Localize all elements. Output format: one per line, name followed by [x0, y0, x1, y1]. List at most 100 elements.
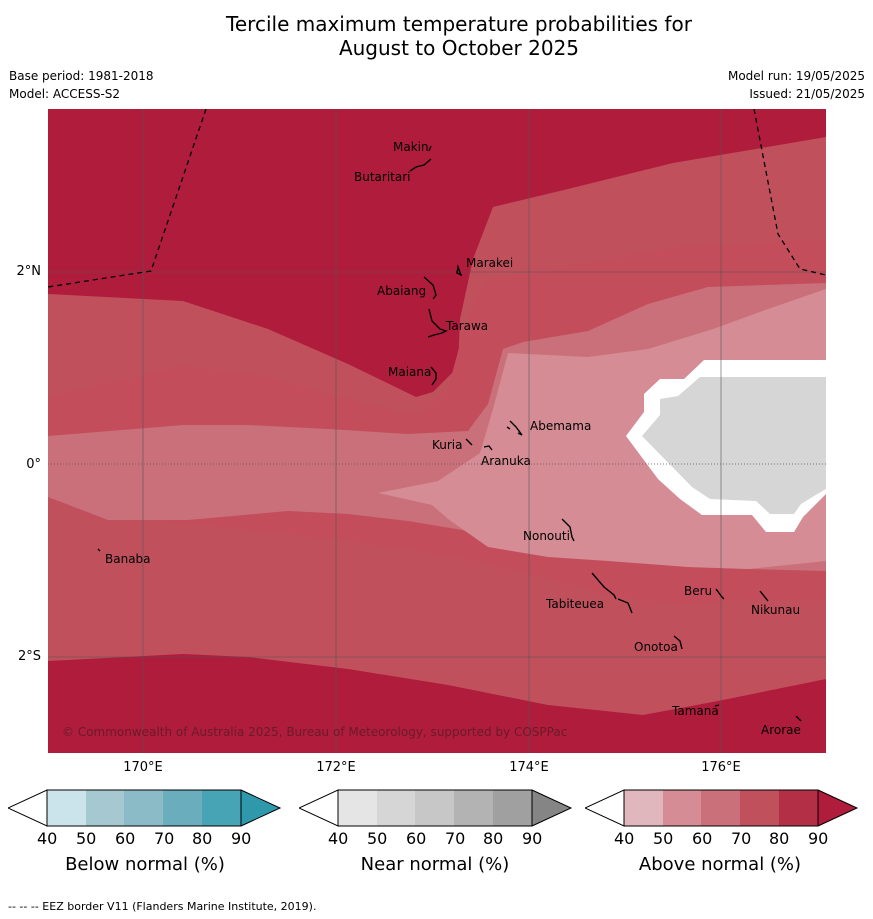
label-tarawa: Tarawa: [445, 319, 488, 333]
graticule: [48, 109, 826, 753]
tick: 80: [483, 829, 504, 848]
lat-label-equator: 0°: [26, 457, 41, 472]
tabiteuea-shape-b: [617, 598, 633, 614]
title-line-2: August to October 2025: [338, 36, 580, 60]
tick: 90: [808, 829, 829, 848]
colorbar-near-title: Near normal (%): [360, 854, 510, 875]
tick: 50: [76, 829, 97, 848]
abemama-islet: [506, 426, 511, 430]
label-abaiang: Abaiang: [377, 284, 426, 298]
lon-label-170e: 170°E: [123, 760, 163, 775]
colorbar-above-title: Above normal (%): [638, 854, 802, 875]
lon-label-174e: 174°E: [509, 760, 549, 775]
colorbar-above-swatch-2: [663, 790, 701, 826]
tamana-shape: [714, 704, 720, 707]
butaritari-shape: [409, 158, 432, 172]
model-run: Model run: 19/05/2025: [727, 69, 865, 83]
colorbar-above-low-extend: [585, 789, 625, 827]
colorbar-below-high-extend: [241, 790, 280, 826]
eez-footnote: -- -- -- EEZ border V11 (Flanders Marine…: [8, 900, 317, 913]
colorbar-near-svg: [299, 789, 573, 827]
tick: 80: [192, 829, 213, 848]
maiana-shape: [430, 366, 437, 386]
map-svg: Makin Butaritari Marakei Abaiang Tarawa …: [48, 109, 826, 753]
label-onotoa: Onotoa: [634, 640, 678, 654]
tick: 80: [769, 829, 790, 848]
label-butaritari: Butaritari: [354, 170, 411, 184]
label-marakei: Marakei: [466, 256, 513, 270]
label-aranuka: Aranuka: [481, 454, 531, 468]
colorbar-above-swatch-5: [779, 790, 818, 826]
base-period: Base period: 1981-2018: [9, 69, 154, 83]
tick: 90: [231, 829, 252, 848]
label-tabiteuea: Tabiteuea: [545, 597, 604, 611]
label-makin: Makin: [393, 140, 429, 154]
makin-shape: [428, 145, 432, 152]
nikunau-shape: [759, 590, 769, 602]
tick: 40: [614, 829, 635, 848]
tarawa-shape: [427, 308, 448, 338]
label-beru: Beru: [684, 584, 712, 598]
colorbar-near-low-extend: [299, 789, 339, 827]
colorbar-below-title: Below normal (%): [65, 854, 225, 875]
map-title: Tercile maximum temperature probabilitie…: [0, 12, 873, 60]
kuria-shape: [465, 438, 473, 446]
colorbar-below-swatch-1: [47, 790, 86, 826]
nonouti-shape: [561, 518, 575, 542]
tick: 90: [522, 829, 543, 848]
tick: 50: [367, 829, 388, 848]
label-nonouti: Nonouti: [523, 529, 570, 543]
model-name: Model: ACCESS-S2: [9, 87, 121, 101]
tick: 50: [653, 829, 674, 848]
colorbar-below-swatch-5: [202, 790, 241, 826]
colorbar-above-swatch-4: [740, 790, 779, 826]
tick: 60: [115, 829, 136, 848]
colorbar-below-swatch-4: [163, 790, 202, 826]
colorbar-below-swatch-3: [124, 790, 163, 826]
abaiang-shape: [423, 276, 437, 300]
beru-shape: [715, 588, 725, 600]
lat-label-2s: 2°S: [17, 649, 41, 664]
lon-label-172e: 172°E: [316, 760, 356, 775]
label-tamana: Tamana: [671, 704, 719, 718]
tick: 40: [37, 829, 58, 848]
issued-date: Issued: 21/05/2025: [749, 87, 865, 101]
label-banaba: Banaba: [105, 552, 151, 566]
colorbar-above-swatch-1: [624, 790, 663, 826]
colorbar-near-swatch-4: [454, 790, 493, 826]
tick: 70: [731, 829, 752, 848]
marakei-shape: [456, 264, 463, 277]
label-arorae: Arorae: [761, 723, 801, 737]
lat-label-2n: 2°N: [16, 264, 42, 279]
colorbar-above-high-extend: [818, 790, 857, 826]
aranuka-shape: [483, 445, 493, 451]
colorbar-below-swatch-2: [86, 790, 124, 826]
banaba-shape: [97, 548, 101, 552]
meta-right: Model run: 19/05/2025 Issued: 21/05/2025: [728, 67, 865, 103]
colorbar-above-swatch-3: [701, 790, 740, 826]
label-maiana: Maiana: [388, 365, 431, 379]
island-shapes: [97, 145, 802, 722]
tick: 60: [692, 829, 713, 848]
colorbar-near-swatch-5: [493, 790, 532, 826]
title-line-1: Tercile maximum temperature probabilitie…: [226, 12, 692, 36]
lon-label-176e: 176°E: [701, 760, 741, 775]
colorbar-near-high-extend: [532, 790, 571, 826]
tick: 70: [445, 829, 466, 848]
colorbar-above-svg: [585, 789, 859, 827]
band-near-50: [642, 377, 826, 514]
colorbar-below-svg: [8, 789, 282, 827]
tabiteuea-shape-a: [591, 572, 617, 600]
probability-map: Makin Butaritari Marakei Abaiang Tarawa …: [48, 109, 826, 753]
colorbar-near-swatch-3: [415, 790, 454, 826]
tick: 40: [328, 829, 349, 848]
onotoa-shape: [673, 635, 683, 650]
eez-border: [48, 109, 826, 288]
abemama-shape: [509, 420, 523, 436]
colorbar-near-swatch-2: [377, 790, 415, 826]
tick: 60: [406, 829, 427, 848]
colorbar-near-swatch-1: [338, 790, 377, 826]
copyright-notice: © Commonwealth of Australia 2025, Bureau…: [62, 725, 567, 739]
tick: 70: [154, 829, 175, 848]
meta-left: Base period: 1981-2018 Model: ACCESS-S2: [9, 67, 154, 103]
